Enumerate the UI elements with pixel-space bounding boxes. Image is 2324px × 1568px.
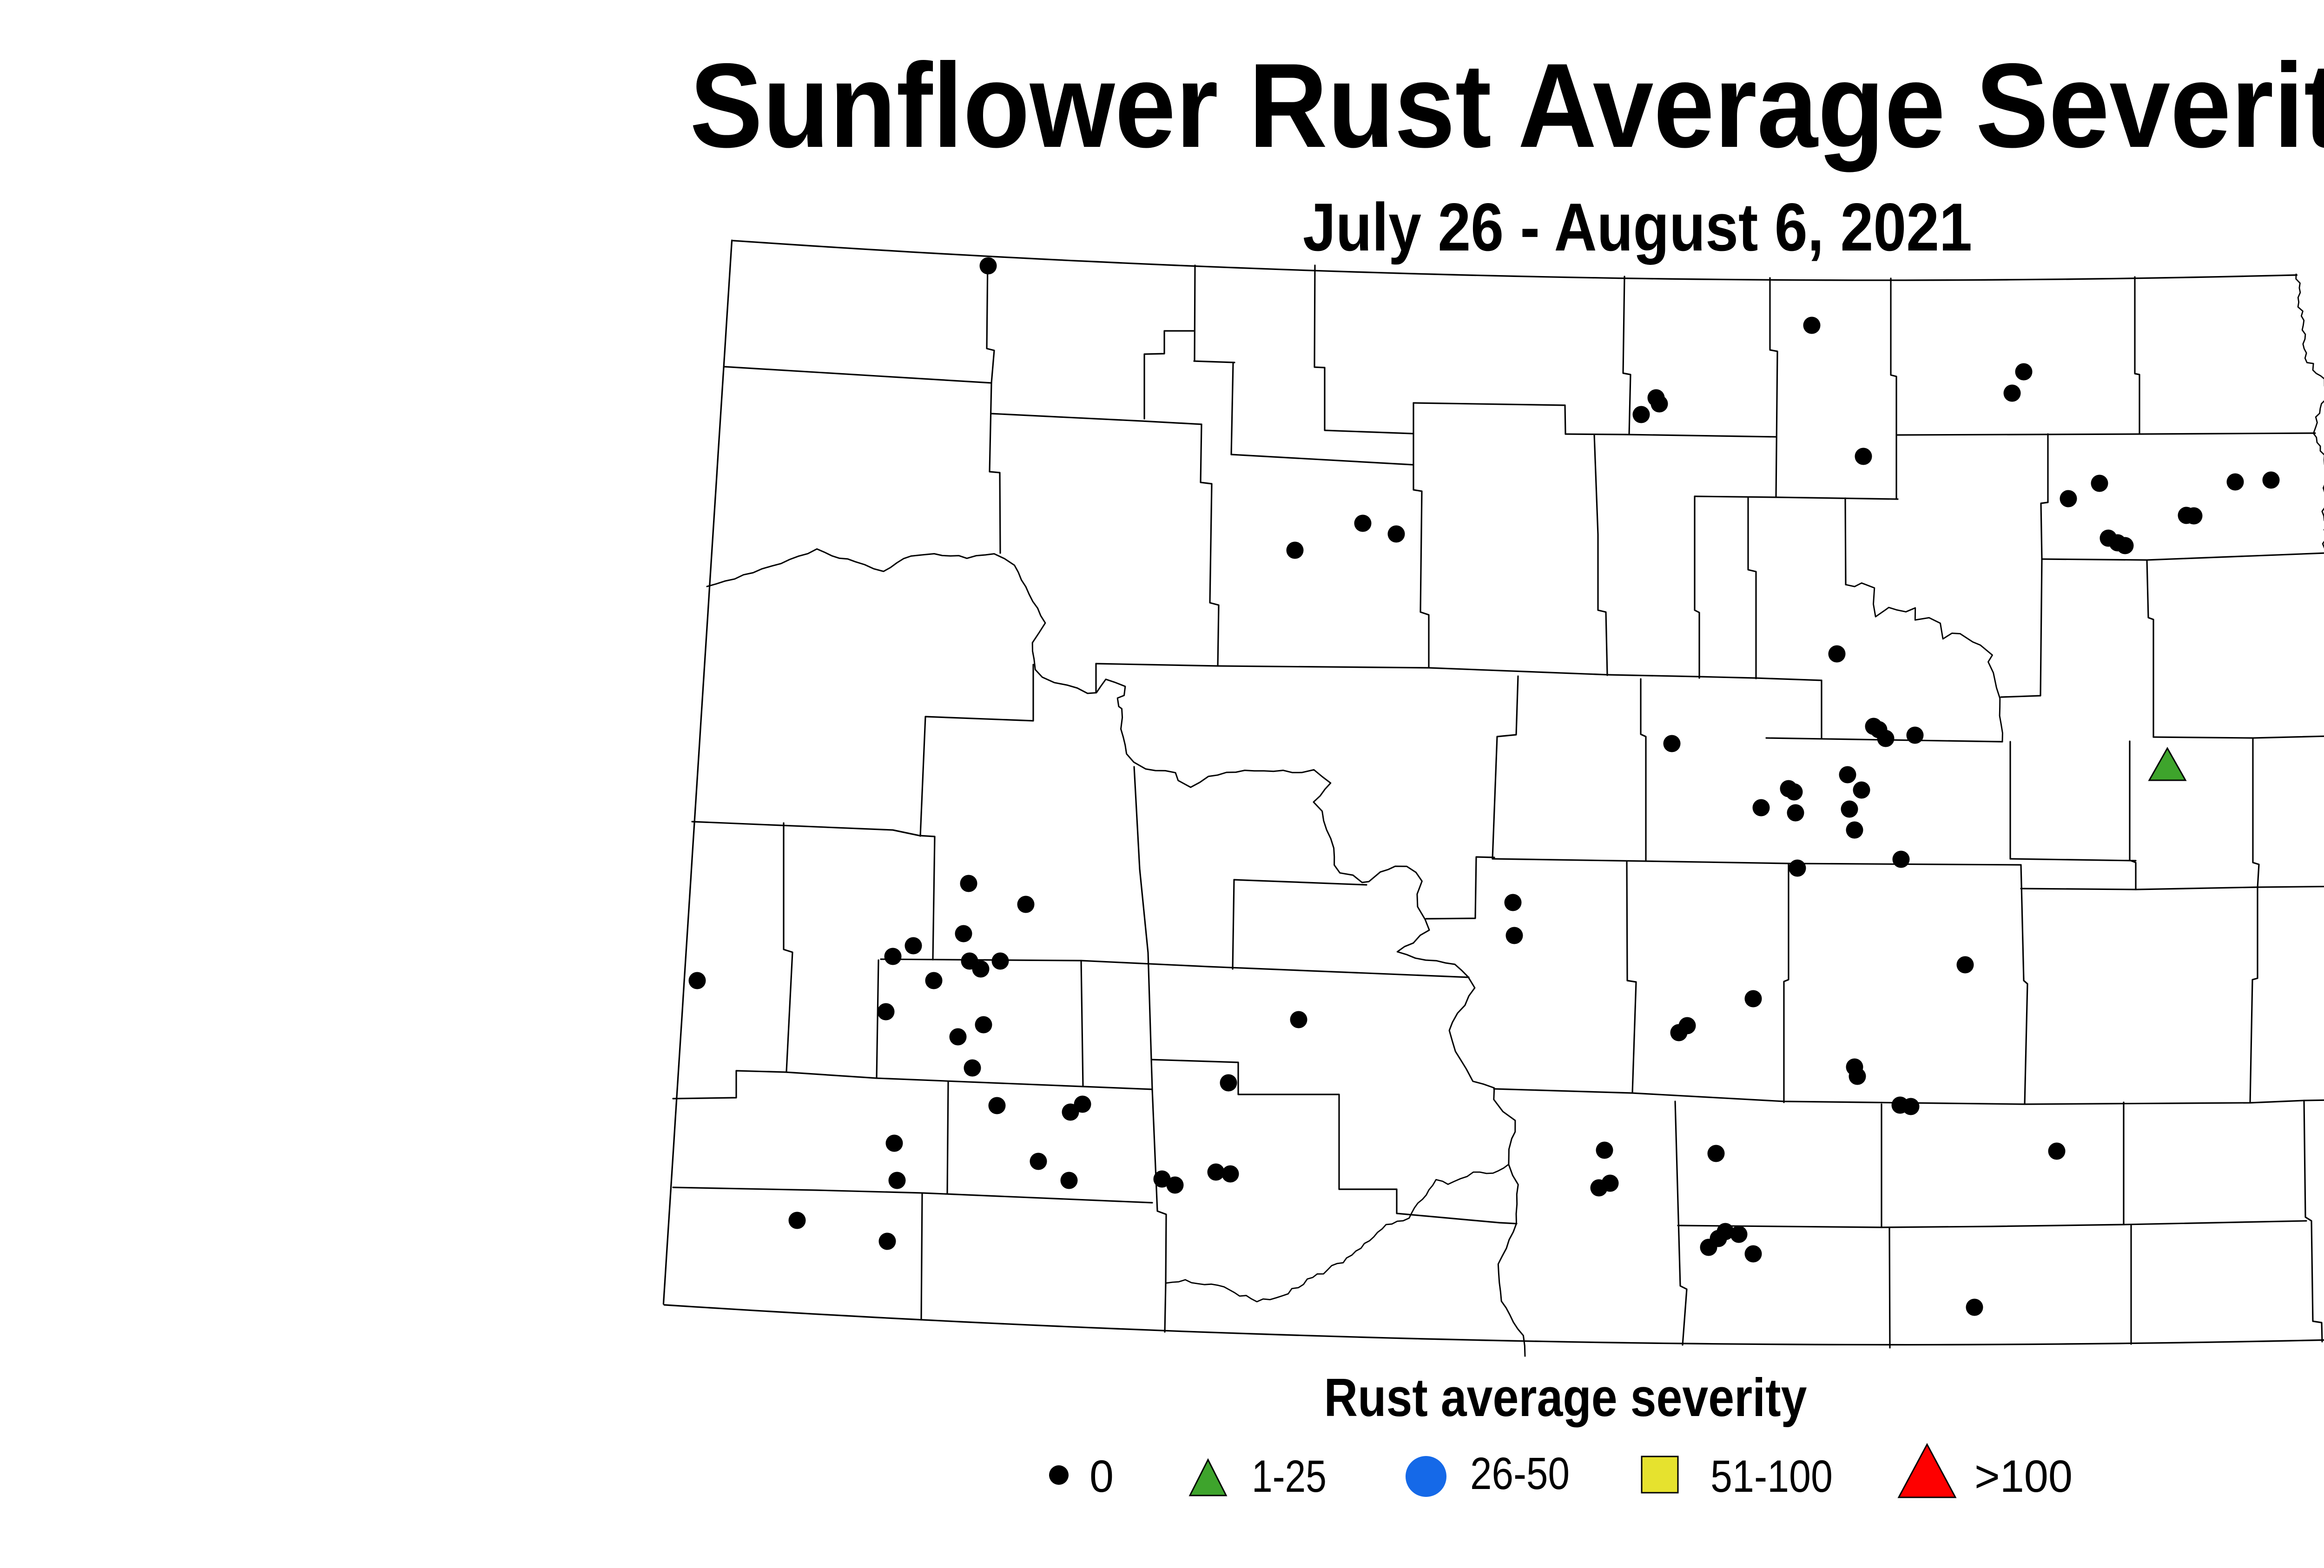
svg-text:Sunflower Rust Average Severit: Sunflower Rust Average Severity xyxy=(690,38,2324,173)
svg-text:>100: >100 xyxy=(1974,1451,2073,1502)
svg-text:Rust average severity: Rust average severity xyxy=(1324,1367,1807,1428)
svg-text:July 26 - August 6, 2021: July 26 - August 6, 2021 xyxy=(1303,189,1972,265)
svg-text:1-25: 1-25 xyxy=(1252,1451,1327,1502)
svg-text:26-50: 26-50 xyxy=(1470,1448,1570,1499)
svg-text:0: 0 xyxy=(1089,1451,1114,1502)
svg-text:51-100: 51-100 xyxy=(1710,1451,1833,1502)
